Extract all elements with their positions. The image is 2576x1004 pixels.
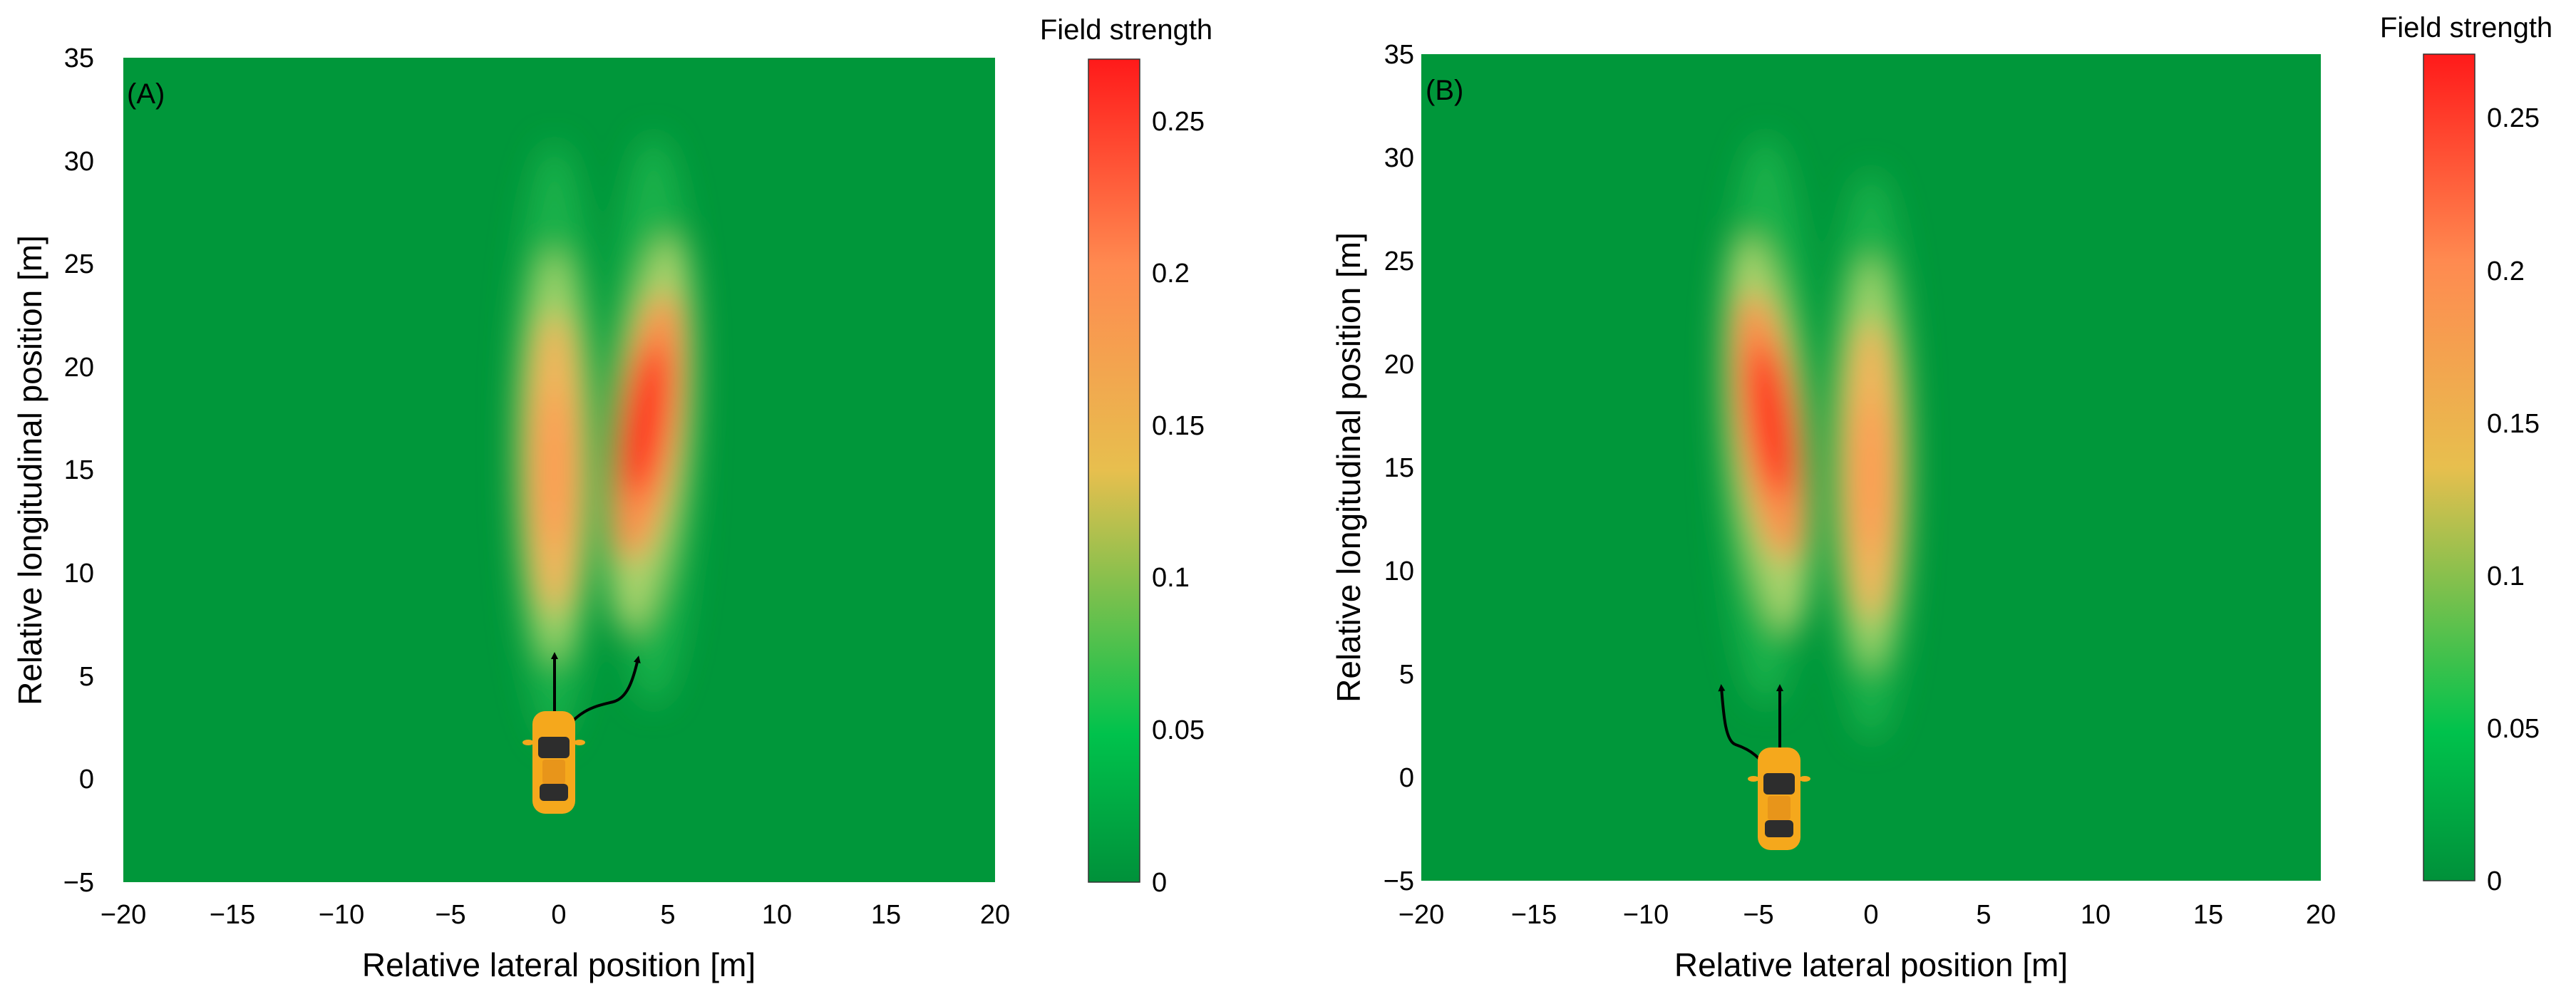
- y-axis-b: −5 0 5 10 15 20 25 30 35 Relative longit…: [1330, 40, 1414, 896]
- y-tick-label: −5: [63, 868, 94, 898]
- x-tick-label: −5: [435, 900, 465, 930]
- colorbar-title: Field strength: [1040, 14, 1212, 46]
- field-peak-right-b: [1854, 399, 1888, 556]
- y-tick-label: 0: [1399, 763, 1414, 793]
- x-tick-label: −10: [1623, 900, 1669, 930]
- x-tick-label: 15: [871, 900, 901, 930]
- panel-tag-b: (B): [1426, 75, 1463, 106]
- colorbar-title: Field strength: [2380, 12, 2552, 43]
- car-icon: [1748, 747, 1810, 850]
- y-axis-label: Relative longitudinal position [m]: [11, 235, 48, 705]
- colorbar-tick-label: 0.05: [2487, 714, 2540, 744]
- field-peak-left-a: [537, 392, 572, 549]
- y-tick-label: 20: [1384, 350, 1414, 380]
- colorbar-tick-label: 0.2: [1152, 259, 1190, 289]
- field-peak-left-b: [1747, 342, 1796, 499]
- x-tick-label: 10: [2081, 900, 2111, 930]
- y-tick-label: 35: [64, 43, 94, 73]
- y-tick-label: 15: [1384, 453, 1414, 483]
- y-tick-label: 30: [1384, 143, 1414, 173]
- field-heatmap-a: [512, 135, 698, 741]
- colorbar-tick-label: 0: [1152, 868, 1167, 898]
- y-tick-label: 35: [1384, 40, 1414, 70]
- x-tick-label: −5: [1743, 900, 1773, 930]
- x-tick-label: 10: [762, 900, 792, 930]
- x-tick-label: 0: [551, 900, 566, 930]
- y-tick-label: 10: [1384, 557, 1414, 586]
- y-axis-label: Relative longitudinal position [m]: [1330, 232, 1367, 703]
- x-tick-label: −15: [210, 900, 255, 930]
- y-tick-label: 15: [64, 455, 94, 485]
- colorbar-tick-label: 0.2: [2487, 257, 2525, 286]
- x-tick-label: −20: [1398, 900, 1444, 930]
- y-tick-label: 5: [1399, 660, 1414, 690]
- x-tick-label: 5: [660, 900, 675, 930]
- y-axis-a: −5 0 5 10 15 20 25 30 35 Relative longit…: [11, 43, 94, 898]
- y-tick-label: 20: [64, 353, 94, 383]
- panel-a: (A) −20 −15 −10 −5 0 5 10 15 20 Relative…: [11, 14, 1212, 983]
- y-tick-label: 0: [79, 765, 94, 795]
- x-tick-label: 0: [1863, 900, 1878, 930]
- colorbar-tick-label: 0: [2487, 866, 2502, 896]
- colorbar-tick-label: 0.15: [2487, 409, 2540, 439]
- y-tick-label: 30: [64, 147, 94, 177]
- x-axis-label: Relative lateral position [m]: [362, 946, 756, 983]
- x-tick-label: 5: [1976, 900, 1991, 930]
- panel-tag-a: (A): [127, 78, 165, 110]
- colorbar-tick-label: 0.25: [2487, 103, 2540, 133]
- panel-b: (B) −20 −15 −10 −5 0 5 10 15 20 Relative…: [1330, 12, 2552, 983]
- y-tick-label: 25: [64, 249, 94, 279]
- x-tick-label: −10: [319, 900, 364, 930]
- colorbar-tick-label: 0.25: [1152, 107, 1205, 137]
- field-peak-right-a: [621, 342, 669, 499]
- colorbar-tick-label: 0.1: [2487, 561, 2525, 591]
- colorbar-gradient: [2423, 53, 2475, 881]
- colorbar-tick-label: 0.15: [1152, 411, 1205, 441]
- x-axis-b: −20 −15 −10 −5 0 5 10 15 20 Relative lat…: [1398, 900, 2336, 983]
- field-heatmap-b: [1720, 135, 1914, 741]
- colorbar-b: Field strength 0.25 0.2 0.15 0.1 0.05 0: [2380, 12, 2552, 896]
- x-tick-label: 15: [2193, 900, 2223, 930]
- y-tick-label: 5: [79, 662, 94, 692]
- y-tick-label: 10: [64, 559, 94, 589]
- x-axis-label: Relative lateral position [m]: [1674, 946, 2068, 983]
- y-tick-label: −5: [1384, 866, 1414, 896]
- x-tick-label: −15: [1511, 900, 1557, 930]
- x-tick-label: 20: [2306, 900, 2336, 930]
- colorbar-tick-label: 0.05: [1152, 715, 1205, 745]
- y-tick-label: 25: [1384, 247, 1414, 276]
- colorbar-tick-label: 0.1: [1152, 563, 1190, 593]
- x-tick-label: −20: [101, 900, 146, 930]
- colorbar-gradient: [1088, 58, 1140, 883]
- colorbar-a: Field strength 0.25 0.2 0.15 0.1 0.05 0: [1040, 14, 1212, 898]
- x-axis-a: −20 −15 −10 −5 0 5 10 15 20 Relative lat…: [101, 900, 1010, 983]
- x-tick-label: 20: [980, 900, 1010, 930]
- car-icon: [522, 711, 585, 814]
